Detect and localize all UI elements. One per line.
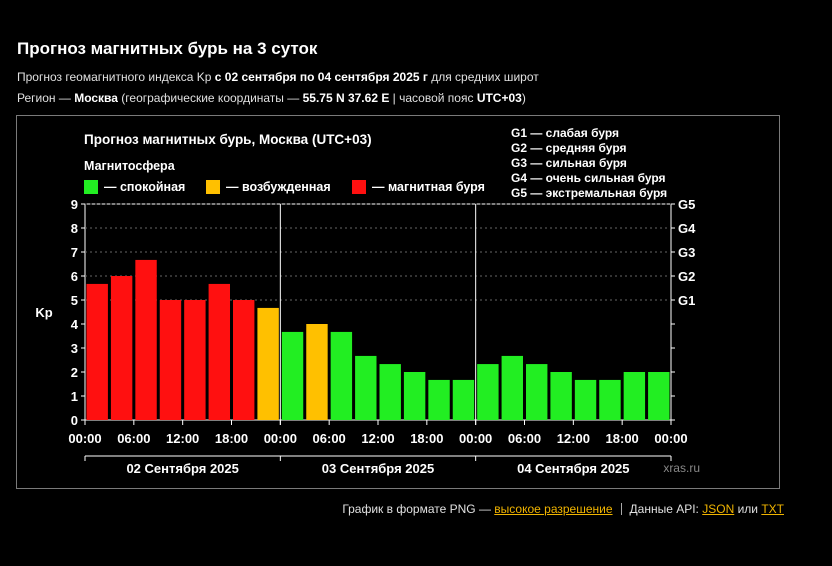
period-suffix: для средних широт <box>427 70 539 84</box>
x-tick-label: 12:00 <box>166 431 199 446</box>
region-line: Регион — Москва (географические координа… <box>17 91 526 105</box>
x-tick-label: 00:00 <box>654 431 687 446</box>
txt-link[interactable]: TXT <box>761 502 784 516</box>
g-level-label: G4 <box>678 221 696 236</box>
kp-bar <box>330 331 353 420</box>
x-tick-label: 12:00 <box>361 431 394 446</box>
region-coords: 55.75 N 37.62 E <box>302 91 390 105</box>
day-label: 02 Сентября 2025 <box>126 461 238 476</box>
kp-bar <box>257 307 279 420</box>
png-text: График в формате PNG — <box>342 502 495 516</box>
kp-bar <box>306 324 328 420</box>
legend-title: Магнитосфера <box>84 159 176 173</box>
x-tick-label: 06:00 <box>508 431 541 446</box>
kp-bar <box>477 364 499 420</box>
day-label: 03 Сентября 2025 <box>322 461 434 476</box>
kp-bar <box>86 283 108 420</box>
api-text: Данные API: <box>629 502 703 516</box>
period-prefix: Прогноз геомагнитного индекса Kp <box>17 70 215 84</box>
y-tick-label: 5 <box>71 293 78 308</box>
chart-frame <box>16 115 780 489</box>
or-text: или <box>734 502 762 516</box>
kp-bar <box>501 355 523 420</box>
kp-bar <box>135 259 157 420</box>
kp-bar <box>623 372 646 420</box>
legend-label-2: — магнитная буря <box>372 180 485 194</box>
storm-level-3: G3 — сильная буря <box>511 156 627 170</box>
kp-bar <box>648 372 670 420</box>
storm-level-4: G4 — очень сильная буря <box>511 171 666 185</box>
x-tick-label: 18:00 <box>410 431 443 446</box>
region-prefix: Регион — <box>17 91 75 105</box>
x-tick-label: 00:00 <box>459 431 492 446</box>
watermark: xras.ru <box>663 461 700 475</box>
kp-bar <box>452 379 475 420</box>
high-res-link[interactable]: высокое разрешение <box>494 502 613 516</box>
kp-bar <box>110 276 133 420</box>
g-level-label: G2 <box>678 269 695 284</box>
kp-bar <box>281 331 304 420</box>
x-tick-label: 18:00 <box>606 431 639 446</box>
y-tick-label: 3 <box>71 341 78 356</box>
y-tick-label: 9 <box>71 197 78 212</box>
footer-divider <box>620 503 622 515</box>
kp-bar <box>550 372 572 420</box>
x-tick-label: 06:00 <box>313 431 346 446</box>
timezone-prefix: | часовой пояс <box>389 91 477 105</box>
kp-bar <box>379 364 401 420</box>
footer-links: График в формате PNG — высокое разрешени… <box>342 502 784 516</box>
forecast-period-line: Прогноз геомагнитного индекса Kp с 02 се… <box>17 70 539 84</box>
json-link[interactable]: JSON <box>702 502 735 516</box>
legend-swatch-2 <box>352 180 366 194</box>
y-axis-label: Kp <box>35 305 52 320</box>
coords-prefix: (географические координаты — <box>117 91 303 105</box>
x-tick-label: 18:00 <box>215 431 248 446</box>
g-level-label: G3 <box>678 245 695 260</box>
kp-bar <box>159 300 182 420</box>
y-tick-label: 4 <box>71 317 79 332</box>
storm-level-5: G5 — экстремальная буря <box>511 186 667 200</box>
y-tick-label: 0 <box>71 413 78 428</box>
region-name: Москва <box>74 91 118 105</box>
legend-swatch-0 <box>84 180 98 194</box>
y-tick-label: 8 <box>71 221 78 236</box>
period-dates: с 02 сентября по 04 сентября 2025 г <box>214 70 428 84</box>
x-tick-label: 12:00 <box>557 431 590 446</box>
g-level-label: G5 <box>678 197 695 212</box>
region-suffix: ) <box>521 91 526 105</box>
kp-bar <box>428 379 450 420</box>
chart-legend: — спокойная — возбужденная — магнитная бур… <box>84 180 485 194</box>
plot-background <box>84 203 672 421</box>
y-tick-label: 1 <box>71 389 78 404</box>
legend-swatch-1 <box>206 180 220 194</box>
legend-label-0: — спокойная <box>104 180 185 194</box>
x-tick-label: 00:00 <box>68 431 101 446</box>
chart-title: Прогноз магнитных бурь, Москва (UTC+03) <box>84 132 372 147</box>
kp-bar <box>403 372 426 420</box>
kp-bar <box>233 300 255 420</box>
page-title: Прогноз магнитных бурь на 3 суток <box>17 39 318 58</box>
y-tick-label: 6 <box>71 269 78 284</box>
x-tick-label: 00:00 <box>264 431 297 446</box>
g-level-label: G1 <box>678 293 695 308</box>
kp-bar <box>208 283 230 420</box>
storm-level-1: G1 — слабая буря <box>511 126 619 140</box>
storm-level-2: G2 — средняя буря <box>511 141 627 155</box>
x-tick-label: 06:00 <box>117 431 150 446</box>
kp-forecast-chart: Прогноз магнитных бурь, Москва (UTC+03) … <box>35 126 700 476</box>
legend-label-1: — возбужденная <box>226 180 331 194</box>
plot-area: 0 1 2 3 4 5 6 7 8 9 G1 G2 G3 G4 G5 00:00 06:00 12:00 18:00… <box>68 197 696 476</box>
kp-bar <box>599 379 621 420</box>
kp-bar <box>526 364 548 420</box>
day-label: 04 Сентября 2025 <box>517 461 629 476</box>
timezone-value: UTC+03 <box>476 91 522 105</box>
y-tick-label: 2 <box>71 365 78 380</box>
y-tick-label: 7 <box>71 245 78 260</box>
kp-bar <box>355 355 377 420</box>
kp-bar <box>574 379 597 420</box>
kp-bar <box>184 300 206 420</box>
